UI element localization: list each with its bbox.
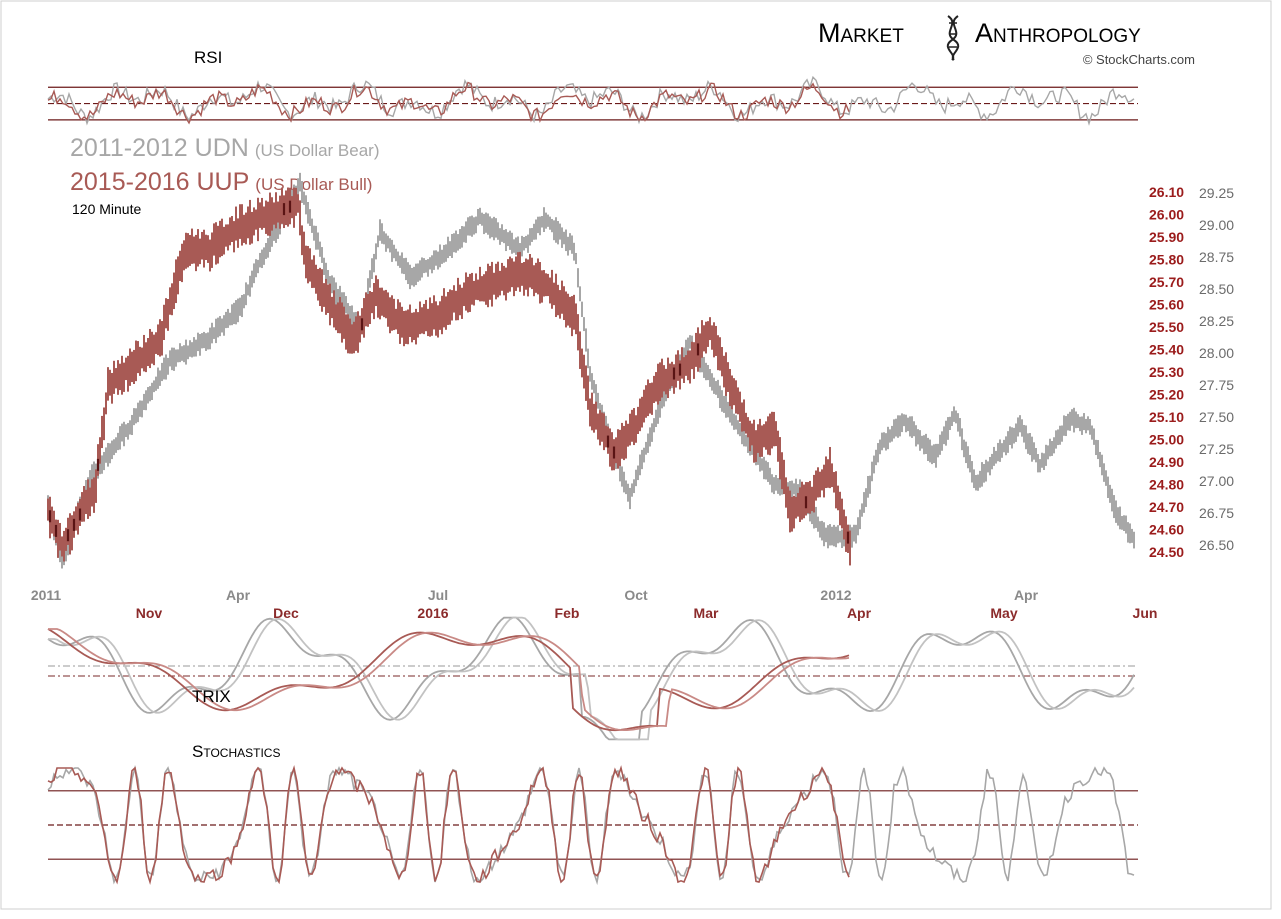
- trix-gray-line: [47, 616, 1135, 741]
- right-axis-gray: 29.25 29.00 28.75 28.50 28.25 28.00 27.75 27.50…: [1199, 185, 1234, 553]
- rsi-guides: [48, 86, 1138, 121]
- right-axis-gray-tick: 28.75: [1199, 249, 1234, 265]
- x-label-red: Feb: [555, 605, 580, 621]
- series-red-title: 2015-2016 UUP (US Dollar Bull): [70, 168, 372, 196]
- credit-text: © StockCharts.com: [1083, 52, 1195, 67]
- x-label-red: Jun: [1133, 605, 1158, 621]
- right-axis-red-tick: 24.70: [1149, 499, 1184, 515]
- trix-lines: [47, 616, 1135, 741]
- right-axis-gray-tick: 26.75: [1199, 505, 1234, 521]
- x-label-gray: Jul: [428, 587, 448, 603]
- right-axis-red: 26.10 26.00 25.90 25.80 25.70 25.60 25.50 25.40…: [1149, 184, 1184, 560]
- right-axis-gray-tick: 29.00: [1199, 217, 1234, 233]
- right-axis-gray-tick: 28.25: [1199, 313, 1234, 329]
- right-axis-red-tick: 24.60: [1149, 522, 1184, 538]
- right-axis-red-tick: 25.20: [1149, 387, 1184, 403]
- right-axis-gray-tick: 26.50: [1199, 537, 1234, 553]
- x-label-gray: Apr: [1014, 587, 1039, 603]
- right-axis-gray-tick: 29.25: [1199, 185, 1234, 201]
- stochastics-lines: [47, 764, 1135, 886]
- right-axis-red-tick: 24.80: [1149, 477, 1184, 493]
- trix-guides: [48, 665, 1138, 677]
- rsi-lines: [47, 75, 1135, 126]
- right-axis-red-tick: 25.30: [1149, 364, 1184, 380]
- right-axis-red-tick: 25.10: [1149, 409, 1184, 425]
- right-axis-gray-tick: 28.50: [1199, 281, 1234, 297]
- x-label-gray: 2011: [31, 587, 62, 603]
- dna-helix-icon: [946, 15, 960, 61]
- rsi-red-line: [47, 81, 850, 125]
- x-label-gray: 2012: [820, 587, 851, 603]
- right-axis-red-tick: 25.50: [1149, 319, 1184, 335]
- brand-name-right: Anthropology: [975, 18, 1141, 48]
- series-red-name: 2015-2016 UUP: [70, 168, 249, 196]
- right-axis-red-tick: 24.90: [1149, 454, 1184, 470]
- trix-red-signal: [48, 628, 850, 731]
- right-axis-red-tick: 26.10: [1149, 184, 1184, 200]
- right-axis-red-tick: 25.00: [1149, 432, 1184, 448]
- brand-name-left: Market: [818, 18, 904, 48]
- right-axis-gray-tick: 27.75: [1199, 377, 1234, 393]
- right-axis-red-tick: 25.90: [1149, 229, 1184, 245]
- series-gray-note: (US Dollar Bear): [255, 141, 380, 160]
- right-axis-red-tick: 24.50: [1149, 544, 1184, 560]
- trix-label: TRIX: [192, 687, 231, 706]
- price-series-red: [47, 187, 851, 566]
- x-axis-labels-red: Nov Dec 2016 Feb Mar Apr May Jun: [136, 605, 1158, 621]
- x-label-red: 2016: [417, 605, 448, 621]
- stochastics-label: Stochastics: [192, 742, 280, 761]
- x-label-red: Dec: [273, 605, 299, 621]
- right-axis-red-tick: 25.80: [1149, 252, 1184, 268]
- x-axis-labels-gray: 2011 Apr Jul Oct 2012 Apr: [31, 587, 1039, 603]
- right-axis-gray-tick: 28.00: [1199, 345, 1234, 361]
- series-gray-title: 2011-2012 UDN (US Dollar Bear): [70, 134, 380, 162]
- right-axis-red-tick: 25.40: [1149, 342, 1184, 358]
- right-axis-red-tick: 26.00: [1149, 207, 1184, 223]
- x-label-red: May: [990, 605, 1017, 621]
- x-label-gray: Oct: [624, 587, 648, 603]
- rsi-gray-line: [47, 75, 1135, 126]
- right-axis-red-tick: 25.60: [1149, 297, 1184, 313]
- x-label-red: Apr: [847, 605, 872, 621]
- x-label-red: Mar: [694, 605, 719, 621]
- right-axis-gray-tick: 27.25: [1199, 441, 1234, 457]
- x-label-gray: Apr: [226, 587, 251, 603]
- rsi-label: RSI: [194, 48, 222, 67]
- timeframe-label: 120 Minute: [72, 201, 141, 217]
- right-axis-red-tick: 25.70: [1149, 274, 1184, 290]
- right-axis-gray-tick: 27.50: [1199, 409, 1234, 425]
- x-label-red: Nov: [136, 605, 163, 621]
- stoch-red-line: [47, 765, 850, 886]
- trix-red-line: [47, 628, 850, 732]
- series-red-note: (US Dollar Bull): [255, 175, 372, 194]
- right-axis-gray-tick: 27.00: [1199, 473, 1234, 489]
- series-gray-name: 2011-2012 UDN: [70, 134, 249, 162]
